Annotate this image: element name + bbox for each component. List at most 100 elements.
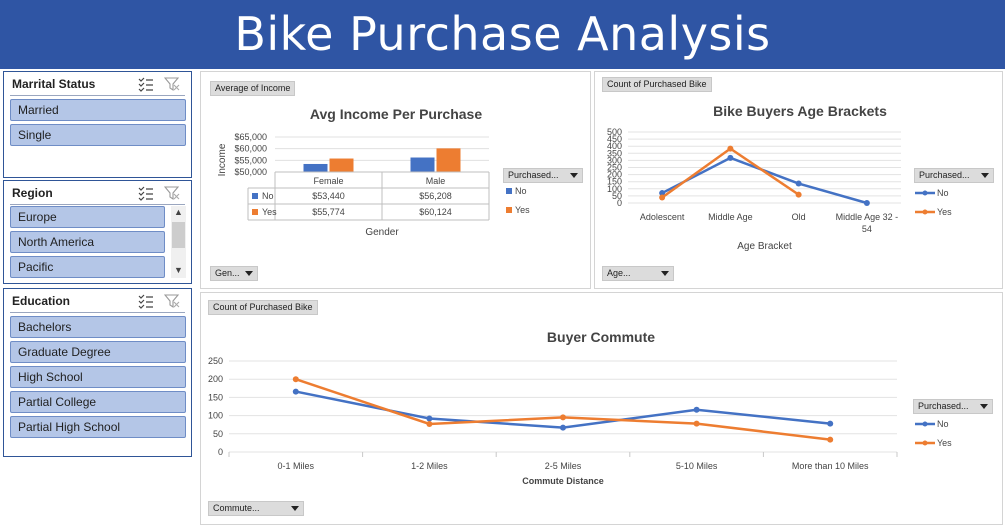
slicer-item-pacific[interactable]: Pacific xyxy=(10,256,165,278)
chart-title: Buyer Commute xyxy=(546,329,656,345)
chart-title: Bike Buyers Age Brackets xyxy=(713,103,887,119)
slicer-education: Education Bachelors Graduate Degree High… xyxy=(3,288,192,457)
slicer-marital-status: Marrital Status Married Single xyxy=(3,71,192,178)
slicer-item-single[interactable]: Single xyxy=(10,124,186,146)
bar-no-male xyxy=(410,157,435,172)
chart-title: Avg Income Per Purchase xyxy=(309,106,483,122)
data-point-yes xyxy=(292,376,299,383)
x-tick-label: Adolescent xyxy=(640,212,685,222)
slicer-item-europe[interactable]: Europe xyxy=(10,206,165,228)
y-tick-label: 250 xyxy=(208,356,223,366)
commute-line-chart: 0 50 100 150 200 250 0-1 Miles 1-2 Miles 2-5 Mil… xyxy=(208,356,952,486)
multi-select-icon[interactable] xyxy=(138,76,154,92)
scroll-thumb[interactable] xyxy=(172,222,185,248)
data-point-yes xyxy=(827,436,834,443)
legend-filter-dropdown[interactable]: Purchased... xyxy=(914,168,994,183)
income-chart-panel[interactable]: Average of Income Avg Income Per Purchas… xyxy=(200,71,591,289)
legend-filter-dropdown[interactable]: Purchased... xyxy=(913,399,993,414)
chevron-down-icon xyxy=(245,271,253,276)
y-axis-label: Income xyxy=(217,143,228,176)
slicer-header: Education xyxy=(10,289,185,313)
x-tick-label: More than 10 Miles xyxy=(792,461,869,471)
chevron-down-icon xyxy=(570,173,578,178)
data-point-yes xyxy=(693,420,700,427)
y-tick-label: 200 xyxy=(607,170,622,180)
dropdown-label: Age... xyxy=(607,268,631,278)
series-label: No xyxy=(262,191,274,201)
value-field-button[interactable]: Count of Purchased Bike xyxy=(602,77,712,92)
y-tick-label: 0 xyxy=(617,198,622,208)
legend-filter-dropdown[interactable]: Purchased... xyxy=(503,168,583,183)
legend-label: Yes xyxy=(515,205,530,215)
data-label: $60,124 xyxy=(419,207,452,217)
multi-select-icon[interactable] xyxy=(138,293,154,309)
value-field-button[interactable]: Count of Purchased Bike xyxy=(208,300,318,315)
data-point-no xyxy=(693,406,700,413)
slicer-item-partial-high-school[interactable]: Partial High School xyxy=(10,416,186,438)
slicer-region: Region Europe North America Pacific ▲ ▼ xyxy=(3,180,192,284)
legend-label: No xyxy=(937,188,949,198)
y-tick-label: 250 xyxy=(607,163,622,173)
slicer-item-graduate-degree[interactable]: Graduate Degree xyxy=(10,341,186,363)
y-tick-label: 50 xyxy=(612,191,622,201)
chevron-down-icon xyxy=(981,173,989,178)
clear-filter-icon[interactable] xyxy=(164,293,180,309)
chevron-down-icon xyxy=(661,271,669,276)
slicer-item-bachelors[interactable]: Bachelors xyxy=(10,316,186,338)
axis-filter-dropdown[interactable]: Commute... xyxy=(208,501,304,516)
scroll-down-icon[interactable]: ▼ xyxy=(174,265,183,275)
dropdown-label: Gen... xyxy=(215,268,240,278)
bar-no-female xyxy=(303,163,328,172)
data-point-yes xyxy=(426,420,433,427)
y-tick-label: 500 xyxy=(607,127,622,137)
axis-filter-dropdown[interactable]: Gen... xyxy=(210,266,258,281)
y-tick-label: $55,000 xyxy=(234,155,267,165)
data-point-yes xyxy=(560,414,566,421)
x-tick-label: 0-1 Miles xyxy=(278,461,315,471)
y-tick-label: 0 xyxy=(218,447,223,457)
value-field-button[interactable]: Average of Income xyxy=(210,81,296,96)
legend-label: No xyxy=(937,419,949,429)
dropdown-label: Purchased... xyxy=(918,401,969,411)
legend-key-marker xyxy=(922,440,928,446)
slicer-header: Region xyxy=(10,181,185,205)
scroll-up-icon[interactable]: ▲ xyxy=(174,207,183,217)
y-tick-label: 450 xyxy=(607,134,622,144)
data-label: $53,440 xyxy=(312,191,345,201)
slicer-item-north-america[interactable]: North America xyxy=(10,231,165,253)
legend-key-marker xyxy=(922,190,928,196)
slicer-item-married[interactable]: Married xyxy=(10,99,186,121)
income-bar-chart: $50,000 $55,000$60,000 $65,000 Income Female… xyxy=(217,132,530,238)
x-axis-label: Commute Distance xyxy=(522,476,604,486)
axis-filter-dropdown[interactable]: Age... xyxy=(602,266,674,281)
y-tick-label: $60,000 xyxy=(234,144,267,154)
commute-chart-panel[interactable]: Count of Purchased Bike Buyer Commute 0 5… xyxy=(200,292,1003,525)
multi-select-icon[interactable] xyxy=(138,185,154,201)
x-tick-label: Middle Age 32 - xyxy=(836,212,899,222)
x-tick-label: Middle Age xyxy=(708,212,753,222)
x-tick-label: 1-2 Miles xyxy=(411,461,448,471)
slicer-item-partial-college[interactable]: Partial College xyxy=(10,391,186,413)
slicer-item-high-school[interactable]: High School xyxy=(10,366,186,388)
legend-label: Yes xyxy=(937,207,952,217)
clear-filter-icon[interactable] xyxy=(164,185,180,201)
y-tick-label: 400 xyxy=(607,141,622,151)
data-point-no xyxy=(659,190,666,197)
legend-key-icon xyxy=(506,207,512,213)
data-point-no xyxy=(795,180,802,187)
legend-key-icon xyxy=(252,209,258,215)
slicer-scrollbar[interactable]: ▲ ▼ xyxy=(171,206,186,278)
legend-label: No xyxy=(515,186,527,196)
age-chart-panel[interactable]: Count of Purchased Bike Bike Buyers Age … xyxy=(594,71,1003,289)
legend-key-marker xyxy=(922,421,928,427)
y-tick-label: 100 xyxy=(607,184,622,194)
y-tick-label: 150 xyxy=(607,177,622,187)
y-tick-label: 300 xyxy=(607,155,622,165)
y-tick-label: $65,000 xyxy=(234,132,267,142)
x-tick-label: 54 xyxy=(862,224,872,234)
legend-key-marker xyxy=(922,209,928,215)
clear-filter-icon[interactable] xyxy=(164,76,180,92)
data-point-no xyxy=(292,388,299,395)
